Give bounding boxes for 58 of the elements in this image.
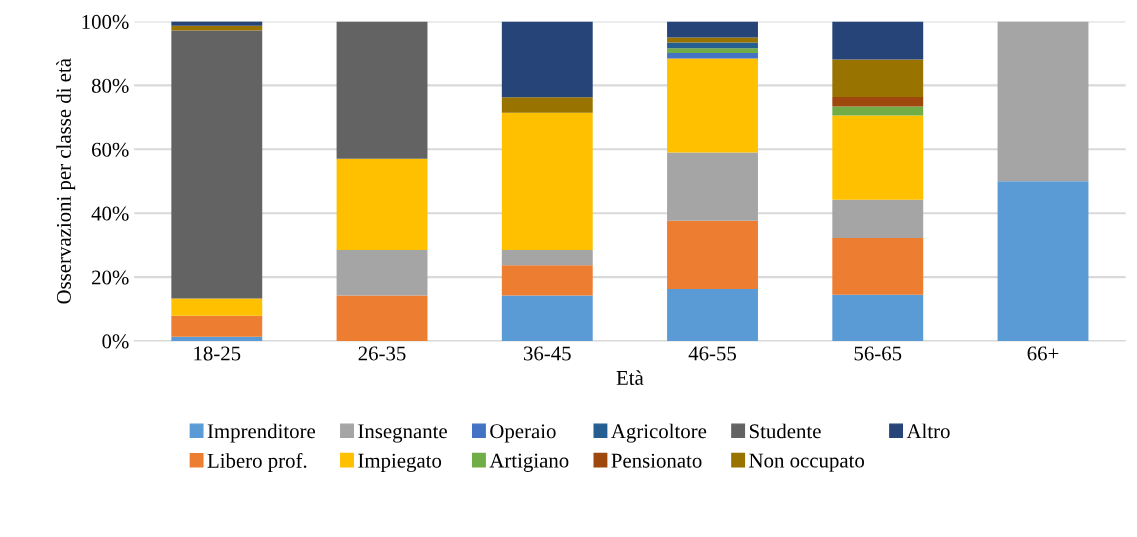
- bar: [501, 295, 593, 341]
- bar: [667, 152, 758, 221]
- bar: [667, 220, 758, 289]
- bar: [501, 265, 593, 296]
- legend-label: Altro: [906, 423, 950, 439]
- bar: [336, 21, 428, 159]
- bar: [832, 199, 924, 239]
- bar: [667, 21, 758, 38]
- x-tick-label: 26-35: [358, 346, 406, 361]
- y-tick-label: 60%: [92, 142, 129, 157]
- bar: [667, 37, 758, 43]
- legend-label: Impiegato: [358, 453, 442, 472]
- bar: [171, 30, 263, 299]
- bar: [336, 295, 428, 341]
- bar: [997, 21, 1089, 182]
- bar: [997, 181, 1089, 341]
- legend-label: Imprenditore: [207, 423, 316, 443]
- bar: [667, 53, 758, 59]
- bar: [501, 112, 593, 250]
- x-tick-label: 46-55: [688, 346, 737, 361]
- bar: [501, 249, 593, 266]
- bar: [171, 315, 263, 337]
- bar: [336, 158, 428, 250]
- bar: [171, 336, 263, 341]
- legend-label: Studente: [749, 423, 821, 439]
- y-tick-label: 20%: [92, 270, 129, 285]
- bar: [832, 115, 924, 200]
- y-axis-title: Osservazioni per classe di età: [56, 58, 76, 304]
- y-tick-label: 100%: [82, 14, 129, 29]
- bar: [832, 106, 924, 116]
- bar: [171, 298, 263, 316]
- legend-label: Libero prof.: [207, 452, 307, 473]
- legend-label: Non occupato: [749, 453, 865, 472]
- y-tick-label: 80%: [91, 78, 129, 93]
- legend-label: Operaio: [490, 424, 556, 443]
- y-tick-label: 40%: [91, 206, 129, 221]
- x-tick-label: 18-25: [194, 346, 241, 361]
- x-tick-label: 56-65: [854, 346, 902, 361]
- bar: [832, 294, 924, 341]
- x-tick-label: 66+: [1027, 346, 1059, 361]
- x-axis-title: Età: [616, 370, 644, 385]
- bar: [832, 96, 924, 107]
- bar: [832, 59, 924, 97]
- bar: [501, 97, 593, 113]
- bar: [667, 288, 758, 341]
- legend-label: Pensionato: [611, 453, 702, 468]
- bar: [832, 21, 924, 60]
- y-tick-label: 0%: [102, 334, 129, 349]
- legend-label: Agricoltore: [611, 423, 707, 443]
- bar: [667, 48, 758, 54]
- legend-label: Artigiano: [489, 453, 569, 472]
- legend-label: Insegnante: [358, 424, 447, 443]
- x-tick-label: 36-45: [523, 346, 571, 361]
- bar: [171, 21, 263, 26]
- bar: [667, 58, 758, 153]
- bar: [832, 238, 924, 295]
- bar: [501, 21, 593, 98]
- bar: [336, 249, 428, 296]
